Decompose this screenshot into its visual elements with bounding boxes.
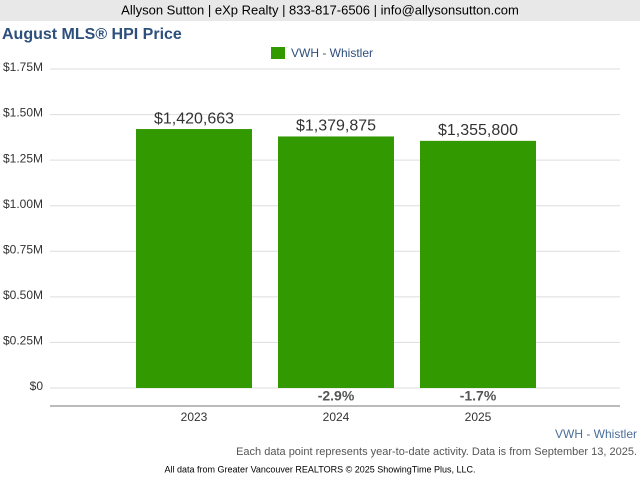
value-label: $1,355,800 xyxy=(438,122,518,139)
y-tick-label: $0.75M xyxy=(3,242,43,256)
y-tick-label: $1.75M xyxy=(3,60,43,74)
bar xyxy=(136,129,252,388)
y-tick-label: $0.25M xyxy=(3,334,43,348)
x-tick-label: 2023 xyxy=(181,410,208,424)
header-text: Allyson Sutton | eXp Realty | 833-817-65… xyxy=(121,2,519,17)
x-tick-label: 2024 xyxy=(323,410,350,424)
chart-title: August MLS® HPI Price xyxy=(2,26,182,43)
area-label: VWH - Whistler xyxy=(555,427,637,441)
legend-label: VWH - Whistler xyxy=(291,46,373,60)
header-bar xyxy=(0,0,640,21)
y-tick-label: $1.00M xyxy=(3,197,43,211)
source: All data from Greater Vancouver REALTORS… xyxy=(165,464,476,474)
y-tick-label: $0.50M xyxy=(3,288,43,302)
y-tick-label: $1.50M xyxy=(3,106,43,120)
y-tick-label: $1.25M xyxy=(3,151,43,165)
value-label: $1,420,663 xyxy=(154,110,234,127)
note: Each data point represents year-to-date … xyxy=(236,446,637,458)
y-tick-label: $0 xyxy=(30,379,44,393)
change-label: -2.9% xyxy=(318,388,355,404)
change-label: -1.7% xyxy=(460,388,497,404)
value-label: $1,379,875 xyxy=(296,118,376,135)
bar xyxy=(278,136,394,388)
x-tick-label: 2025 xyxy=(465,410,492,424)
bar xyxy=(420,140,536,388)
legend-swatch xyxy=(271,47,285,59)
